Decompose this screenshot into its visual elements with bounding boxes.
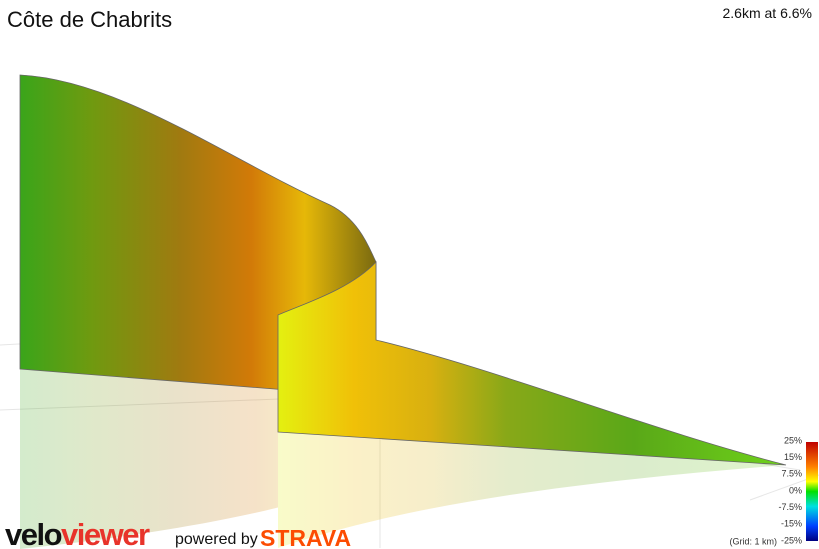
title: Côte de Chabrits — [7, 7, 172, 32]
color-scale — [806, 442, 818, 541]
logo: veloviewer — [5, 517, 150, 549]
logo-velo: velo — [5, 517, 62, 549]
legend-label: 7.5% — [781, 469, 802, 479]
powered-by: powered by — [175, 531, 258, 548]
legend-label: -25% — [781, 535, 802, 545]
legend-label: -15% — [781, 519, 802, 529]
logo-viewer: viewer — [61, 517, 150, 549]
legend-label: 25% — [784, 435, 802, 445]
legend-label: 0% — [789, 485, 802, 495]
profile-front — [277, 260, 787, 466]
legend-label: 15% — [784, 452, 802, 462]
legend-label: -7.5% — [778, 502, 802, 512]
reflection-front — [278, 432, 786, 548]
legend: 25% 15% 7.5% 0% -7.5% -15% -25% — [778, 435, 802, 545]
grid-note: (Grid: 1 km) — [729, 536, 777, 546]
strava: STRAVA — [260, 525, 351, 549]
summary: 2.6km at 6.6% — [723, 5, 813, 21]
